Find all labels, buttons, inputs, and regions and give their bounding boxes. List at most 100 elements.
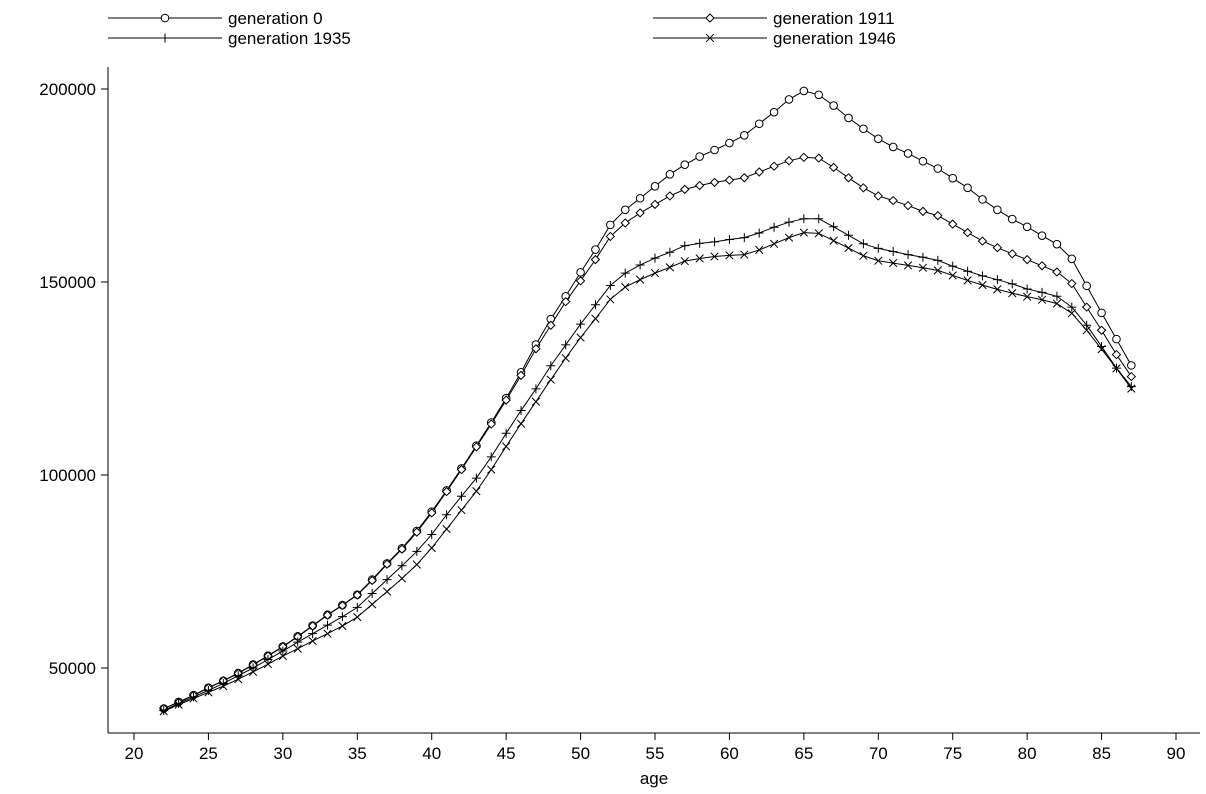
data-point [844, 243, 853, 253]
data-point [665, 263, 675, 272]
data-point [888, 195, 898, 206]
data-point [888, 247, 898, 257]
legend-marker [160, 13, 170, 23]
data-point [1067, 254, 1077, 264]
data-point [710, 237, 720, 247]
data-point [769, 222, 779, 232]
data-point [814, 153, 824, 163]
series-generation-1946 [159, 228, 1136, 716]
y-tick-label: 50000 [49, 659, 96, 678]
data-point [368, 600, 377, 609]
data-point [710, 145, 719, 155]
x-axis-title: age [640, 769, 668, 788]
data-point [1007, 249, 1017, 259]
data-point [814, 229, 823, 238]
data-point [725, 251, 734, 260]
legend-marker [160, 33, 170, 43]
data-point [1052, 267, 1062, 277]
data-point [1111, 349, 1122, 360]
data-point [620, 268, 630, 278]
legend-label: generation 1911 [773, 9, 895, 28]
data-point [427, 529, 437, 539]
data-point [858, 183, 869, 193]
data-point [799, 152, 809, 163]
data-point [159, 705, 169, 715]
data-point [308, 629, 318, 639]
data-point [918, 156, 928, 166]
data-point [352, 602, 362, 612]
data-point [159, 707, 168, 716]
data-point [739, 233, 749, 243]
x-tick-label: 55 [646, 744, 665, 763]
data-point [963, 183, 972, 193]
data-point [695, 152, 704, 161]
data-point [1037, 295, 1047, 304]
data-point [844, 230, 854, 240]
data-point [903, 149, 913, 158]
data-point [471, 442, 482, 452]
data-point [248, 663, 258, 673]
data-point [219, 681, 228, 691]
data-point [531, 384, 541, 394]
x-tick-label: 35 [348, 744, 367, 763]
series-line [163, 218, 1132, 711]
data-point [1007, 214, 1017, 224]
series-line [163, 232, 1132, 712]
data-point [412, 527, 422, 537]
data-point [590, 254, 601, 265]
data-point [606, 220, 615, 230]
data-point [591, 314, 600, 323]
data-point [1097, 345, 1106, 354]
data-point [337, 612, 347, 622]
data-point [457, 505, 466, 515]
data-point [472, 487, 481, 496]
data-point [754, 119, 764, 129]
x-tick-label: 25 [199, 744, 218, 763]
legend-marker [705, 33, 715, 43]
data-point [725, 138, 734, 148]
data-point [337, 600, 348, 611]
series-group [159, 86, 1137, 716]
data-point [650, 199, 660, 210]
data-point [680, 241, 690, 251]
data-point [724, 175, 735, 185]
data-point [1082, 326, 1091, 335]
x-ticks: 20 25 30 35 40 45 50 55 60 65 70 75 80 85 90 [125, 733, 1185, 763]
data-point [1126, 382, 1136, 392]
legend-entry: generation 1911 [653, 9, 895, 28]
data-point [561, 353, 570, 363]
y-tick-label: 200000 [39, 80, 96, 99]
data-point [397, 574, 407, 583]
legend-entry: generation 1935 [108, 29, 351, 48]
data-point [1067, 278, 1077, 289]
data-point [680, 160, 690, 169]
data-point [560, 296, 571, 307]
x-tick-label: 70 [869, 744, 888, 763]
data-point [486, 419, 496, 429]
data-point [977, 236, 988, 246]
data-point [948, 173, 958, 183]
data-point [710, 252, 719, 261]
axes [107, 67, 1200, 734]
data-point [889, 258, 898, 268]
data-point [829, 236, 838, 245]
data-point [963, 266, 973, 276]
data-point [933, 164, 943, 173]
data-point [843, 173, 854, 183]
data-point [427, 508, 437, 518]
data-point [918, 263, 928, 272]
data-point [680, 184, 690, 195]
data-point [844, 113, 853, 123]
data-point [441, 486, 452, 497]
data-point [487, 465, 496, 474]
data-point [635, 193, 645, 203]
data-point [412, 560, 421, 569]
data-point [427, 543, 436, 553]
data-point [665, 247, 675, 257]
data-point [367, 575, 377, 586]
data-point [203, 685, 213, 695]
data-point [680, 257, 689, 266]
data-point [859, 251, 868, 260]
legend-entry: generation 1946 [653, 29, 896, 48]
